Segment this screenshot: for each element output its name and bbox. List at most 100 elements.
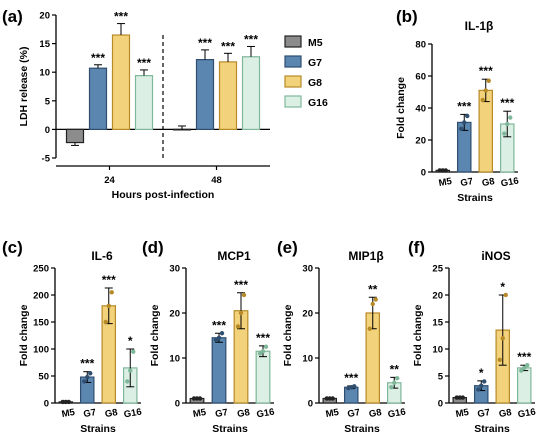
panel-d: (d) MCP1 0 10 20 30 Fold change M5 *** G7 *** G8 ***… — [142, 238, 275, 435]
e-chart-title: MIP1β — [348, 249, 383, 263]
b-data-point — [486, 78, 491, 84]
f-data-point — [497, 357, 502, 362]
b-x-axis-label: Strains — [457, 192, 493, 204]
e-data-point — [389, 385, 394, 390]
b-data-point — [480, 97, 485, 103]
c-y-axis-label: Fold change — [18, 304, 30, 366]
a-bar-G7-48 — [195, 59, 215, 130]
d-data-point — [241, 292, 247, 298]
e-data-point — [395, 376, 400, 381]
b-data-point — [505, 121, 510, 127]
e-xtick-label: G7 — [347, 407, 361, 420]
d-data-point — [238, 310, 244, 316]
c-ytick-label: 0 — [44, 399, 49, 410]
f-data-point — [522, 365, 527, 371]
d-data-point — [216, 335, 222, 340]
c-data-point — [128, 368, 133, 373]
d-x-axis-label: Strains — [212, 423, 248, 435]
c-significance-label: *** — [102, 273, 116, 287]
f-ytick-label: 0 — [438, 399, 443, 410]
b-y-axis-label: Fold change — [395, 77, 407, 139]
d-xtick-label: M5 — [192, 407, 208, 420]
b-xtick-label: G7 — [460, 176, 474, 189]
c-data-point — [125, 379, 130, 384]
f-data-point — [500, 336, 505, 341]
a-significance-label: *** — [244, 32, 258, 46]
e-xtick-label: M5 — [325, 407, 341, 420]
a-xtick-label: 48 — [211, 175, 222, 186]
e-significance-label: *** — [344, 371, 358, 385]
b-data-point — [508, 115, 513, 120]
f-significance-label: * — [500, 280, 505, 294]
c-data-point — [103, 319, 108, 325]
a-bar-G16-24 — [134, 75, 154, 130]
d-significance-label: *** — [234, 278, 248, 292]
a-significance-label: *** — [114, 10, 128, 24]
b-bar-G8 — [478, 89, 494, 173]
a-ytick-label: 5 — [45, 96, 51, 107]
f-data-point — [479, 383, 484, 388]
a-y-axis-label: LDH release (%) — [18, 47, 30, 127]
d-panel-label: (d) — [142, 238, 164, 257]
e-ytick-label: 20 — [302, 309, 313, 320]
a-ytick-label: 10 — [39, 68, 50, 79]
panel-b: (b) IL-1β 0 20 40 60 80 Fold change M5 *** G7 *** G8… — [395, 7, 520, 204]
b-ytick-label: 80 — [415, 40, 426, 51]
d-data-point — [219, 331, 225, 336]
panel-a: (a) -5 0 5 10 15 20 LDH release (%) *** *** *** 24 *… — [2, 7, 270, 201]
a-bar-M5-24 — [65, 128, 85, 144]
legend-label-G8: G8 — [308, 77, 322, 89]
d-data-point — [197, 396, 203, 401]
b-chart-title: IL-1β — [465, 19, 494, 33]
b-significance-label: *** — [457, 99, 471, 113]
d-xtick-label: G16 — [256, 407, 276, 421]
d-xtick-label: G7 — [214, 407, 228, 420]
d-chart-title: MCP1 — [217, 249, 251, 263]
panel-c: (c) IL-6 0 50 100 150 200 250 Fold change M5 *** G7… — [2, 238, 143, 435]
c-x-axis-label: Strains — [80, 423, 116, 435]
c-data-point — [106, 303, 111, 308]
a-significance-label: *** — [221, 39, 235, 53]
f-x-axis-label: Strains — [474, 423, 510, 435]
panel-e: (e) MIP1β 0 10 20 30 Fold change M5 *** G7 ** G8 ** G… — [277, 238, 407, 435]
a-significance-label: *** — [198, 36, 212, 50]
f-ytick-label: 20 — [432, 291, 443, 302]
a-x-axis-label: Hours post-infection — [112, 189, 215, 201]
a-bar-G7-24 — [88, 67, 108, 130]
a-bar-G8-48 — [218, 61, 238, 131]
d-data-point — [257, 351, 263, 356]
c-ytick-label: 100 — [33, 345, 49, 356]
d-xtick-label: G8 — [236, 407, 250, 420]
c-ytick-label: 50 — [38, 372, 49, 383]
b-data-point — [502, 131, 507, 136]
e-ytick-label: 30 — [302, 264, 313, 275]
c-significance-label: *** — [80, 357, 94, 371]
c-chart-title: IL-6 — [91, 249, 113, 263]
e-data-point — [373, 297, 378, 302]
a-significance-label: *** — [137, 56, 151, 70]
c-data-point — [131, 349, 136, 354]
b-xtick-label: G8 — [481, 176, 495, 189]
c-data-point — [82, 379, 87, 384]
f-panel-label: (f) — [408, 238, 425, 257]
e-xtick-label: G16 — [387, 407, 407, 421]
f-data-point — [525, 363, 530, 368]
c-xtick-label: G16 — [123, 407, 143, 421]
f-ytick-label: 15 — [432, 318, 443, 329]
d-significance-label: *** — [256, 331, 270, 345]
f-xtick-label: M5 — [455, 407, 471, 420]
c-data-point — [85, 374, 90, 380]
e-significance-label: ** — [368, 282, 378, 296]
legend-swatch-G8 — [284, 75, 302, 88]
c-ytick-label: 250 — [33, 264, 49, 275]
panel-f: (f) iNOS 0 5 10 15 20 25 Fold change M5 * G7 * G8 *** G… — [408, 238, 537, 435]
b-ytick-label: 40 — [415, 104, 426, 115]
d-y-axis-label: Fold change — [149, 304, 161, 366]
d-ytick-label: 30 — [169, 264, 180, 275]
a-bar-G16-48 — [241, 56, 261, 130]
f-data-point — [519, 368, 524, 373]
b-xtick-label: M5 — [438, 176, 454, 189]
f-data-point — [503, 292, 508, 298]
a-ytick-label: 20 — [39, 11, 50, 22]
